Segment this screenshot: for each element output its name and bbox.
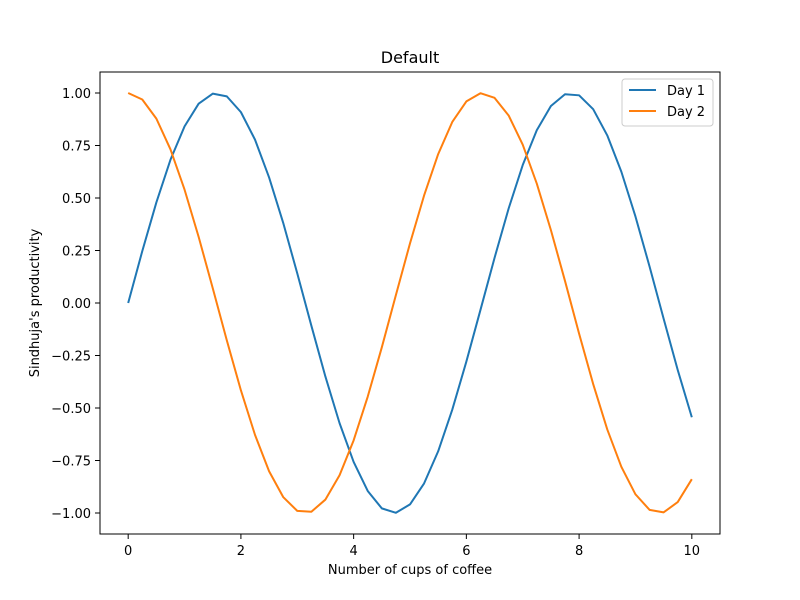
y-tick-label: 0.25: [62, 245, 91, 260]
y-tick-label: 0.75: [62, 140, 91, 155]
series-line-day-2: [127, 92, 693, 514]
y-tick-label: 0.00: [62, 297, 91, 312]
y-tick-label: 0.50: [62, 192, 91, 207]
legend: Day 1 Day 2: [621, 78, 714, 127]
plot-area-background: [100, 72, 720, 534]
x-tick-label: 4: [349, 544, 357, 559]
x-tick-label: 0: [124, 544, 132, 559]
legend-label-day-1: Day 1: [667, 84, 705, 99]
y-tick-label: −0.50: [51, 402, 91, 417]
y-tick-label: −0.75: [51, 455, 91, 470]
x-tick-label: 2: [237, 544, 245, 559]
legend-label-day-2: Day 2: [667, 105, 705, 120]
y-axis-label: Sindhuja's productivity: [28, 228, 43, 377]
series-line-day-1: [127, 92, 693, 514]
y-tick-label: −1.00: [51, 507, 91, 522]
chart-title: Default: [381, 48, 439, 67]
x-tick-label: 8: [575, 544, 583, 559]
y-tick-label: 1.00: [62, 87, 91, 102]
y-tick-label: −0.25: [51, 350, 91, 365]
y-axis-ticks: −1.00 −0.75 −0.50 −0.25 0.00 0.25 0.50 0.75 1.00: [51, 87, 100, 522]
series-layer: [127, 92, 693, 514]
x-tick-label: 10: [684, 544, 701, 559]
x-tick-label: 6: [462, 544, 470, 559]
x-axis-label: Number of cups of coffee: [328, 563, 492, 578]
x-axis-ticks: 0 2 4 6 8 10: [124, 534, 700, 559]
